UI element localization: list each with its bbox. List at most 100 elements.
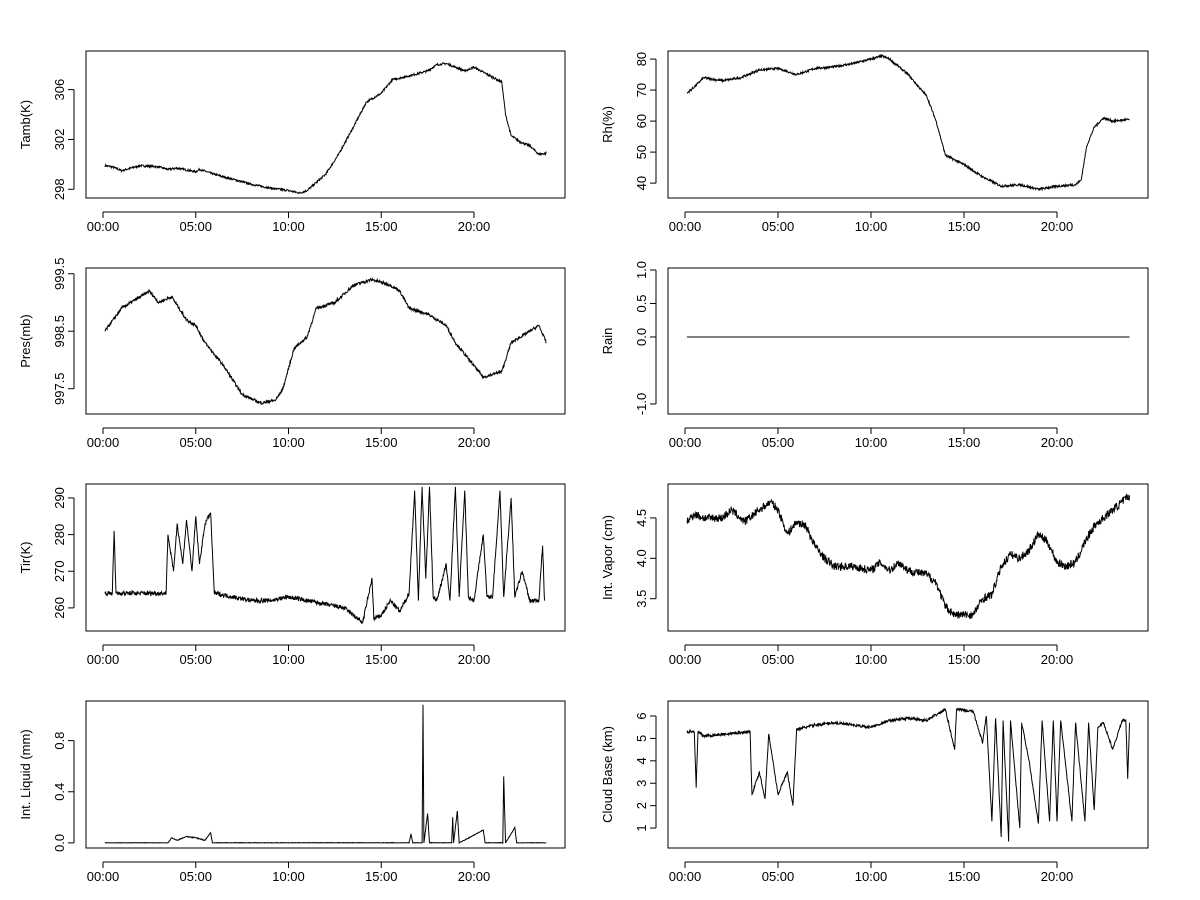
y-tick-label: 998.5: [52, 315, 67, 348]
x-tick-label: 20:00: [458, 869, 491, 884]
series-line: [104, 277, 547, 405]
x-tick-label: 20:00: [458, 435, 491, 450]
x-tick-label: 15:00: [365, 435, 398, 450]
x-tick-label: 05:00: [762, 652, 795, 667]
plot-frame: [667, 483, 1149, 632]
plot-frame: [85, 267, 566, 415]
x-tick-label: 15:00: [365, 219, 398, 234]
x-tick-label: 10:00: [272, 435, 305, 450]
y-axis-label: Int. Liquid (mm): [18, 729, 33, 819]
y-tick-label: 6: [634, 712, 649, 719]
y-tick-label: 60: [634, 114, 649, 128]
x-tick-label: 10:00: [272, 219, 305, 234]
y-tick-label: 3: [634, 780, 649, 787]
y-tick-label: 5: [634, 735, 649, 742]
x-tick-label: 05:00: [762, 219, 795, 234]
x-tick-label: 00:00: [87, 219, 120, 234]
y-tick-label: 290: [52, 487, 67, 509]
y-axis-label: Rain: [600, 328, 615, 355]
y-tick-label: 1: [634, 824, 649, 831]
y-tick-label: 70: [634, 83, 649, 97]
y-tick-label: 1.0: [634, 261, 649, 279]
panel-6: 00:00 05:00 10:00 15:00 20:00 0.0 0.4 0.8 Int. L…: [18, 700, 566, 884]
x-tick-label: 00:00: [669, 435, 702, 450]
y-tick-label: 80: [634, 52, 649, 66]
series-line: [686, 53, 1130, 192]
x-tick-label: 00:00: [669, 652, 702, 667]
plot-frame: [85, 50, 566, 199]
x-tick-label: 10:00: [272, 652, 305, 667]
series-line: [104, 61, 547, 195]
series-line: [104, 704, 547, 845]
x-tick-label: 15:00: [948, 435, 981, 450]
x-tick-label: 05:00: [179, 869, 212, 884]
series-line: [104, 486, 545, 625]
y-tick-label: 50: [634, 145, 649, 159]
y-tick-label: -1.0: [634, 393, 649, 415]
x-tick-label: 00:00: [87, 435, 120, 450]
y-axis-label: Tamb(K): [18, 100, 33, 149]
panel-2: 00:00 05:00 10:00 15:00 20:00 997.5 998.5 999.5…: [18, 257, 566, 450]
panel-1: 00:00 05:00 10:00 15:00 20:00 40 50 60 70 80 Rh(%): [600, 50, 1149, 234]
x-tick-label: 05:00: [179, 219, 212, 234]
panel-7: 00:00 05:00 10:00 15:00 20:00 1 2 3 4 5 6 Cloud Bas…: [600, 700, 1149, 884]
y-tick-label: 306: [52, 79, 67, 101]
y-tick-label: 997.5: [52, 372, 67, 405]
panel-3: 00:00 05:00 10:00 15:00 20:00 -1.0 0.0 0.5 1.0 Ra…: [600, 261, 1149, 450]
y-tick-label: 270: [52, 560, 67, 582]
panel-4: 00:00 05:00 10:00 15:00 20:00 260 270 280 290 Tir…: [18, 483, 566, 667]
x-tick-label: 15:00: [365, 652, 398, 667]
y-tick-label: 4.0: [634, 549, 649, 567]
y-axis-label: Tir(K): [18, 541, 33, 573]
y-tick-label: 3.5: [634, 590, 649, 608]
panel-0: 00:00 05:00 10:00 15:00 20:00 298 302 306 Tamb(K…: [18, 50, 566, 234]
panel-5: 00:00 05:00 10:00 15:00 20:00 3.5 4.0 4.5 Int. V…: [600, 483, 1149, 667]
x-tick-label: 20:00: [1041, 219, 1074, 234]
y-tick-label: 4: [634, 757, 649, 764]
series-line: [686, 492, 1130, 619]
y-tick-label: 298: [52, 178, 67, 200]
x-tick-label: 15:00: [948, 652, 981, 667]
x-tick-label: 05:00: [179, 435, 212, 450]
x-tick-label: 10:00: [855, 219, 888, 234]
y-tick-label: 0.0: [52, 834, 67, 852]
x-tick-label: 05:00: [762, 435, 795, 450]
x-tick-label: 10:00: [855, 435, 888, 450]
plot-frame: [85, 700, 566, 849]
x-tick-label: 05:00: [179, 652, 212, 667]
y-tick-label: 999.5: [52, 257, 67, 290]
y-tick-label: 280: [52, 524, 67, 546]
y-tick-label: 0.8: [52, 732, 67, 750]
x-tick-label: 10:00: [855, 652, 888, 667]
x-tick-label: 15:00: [948, 219, 981, 234]
x-tick-label: 20:00: [458, 652, 491, 667]
x-tick-label: 10:00: [855, 869, 888, 884]
series-line: [686, 707, 1130, 842]
plot-frame: [667, 267, 1149, 415]
y-tick-label: 260: [52, 597, 67, 619]
y-tick-label: 4.5: [634, 509, 649, 527]
x-tick-label: 05:00: [762, 869, 795, 884]
x-tick-label: 10:00: [272, 869, 305, 884]
y-axis-label: Pres(mb): [18, 314, 33, 367]
y-axis-label: Cloud Base (km): [600, 726, 615, 823]
x-tick-label: 20:00: [1041, 652, 1074, 667]
y-axis-label: Int. Vapor (cm): [600, 515, 615, 600]
x-tick-label: 00:00: [87, 869, 120, 884]
y-tick-label: 0.0: [634, 328, 649, 346]
x-tick-label: 20:00: [1041, 435, 1074, 450]
x-tick-label: 20:00: [458, 219, 491, 234]
x-tick-label: 00:00: [669, 869, 702, 884]
y-tick-label: 40: [634, 176, 649, 190]
plot-frame: [85, 483, 566, 632]
x-tick-label: 15:00: [948, 869, 981, 884]
x-tick-label: 00:00: [669, 219, 702, 234]
y-tick-label: 0.5: [634, 294, 649, 312]
y-tick-label: 0.4: [52, 783, 67, 801]
plot-frame: [667, 50, 1149, 199]
x-tick-label: 00:00: [87, 652, 120, 667]
y-axis-label: Rh(%): [600, 106, 615, 143]
x-tick-label: 15:00: [365, 869, 398, 884]
x-tick-label: 20:00: [1041, 869, 1074, 884]
